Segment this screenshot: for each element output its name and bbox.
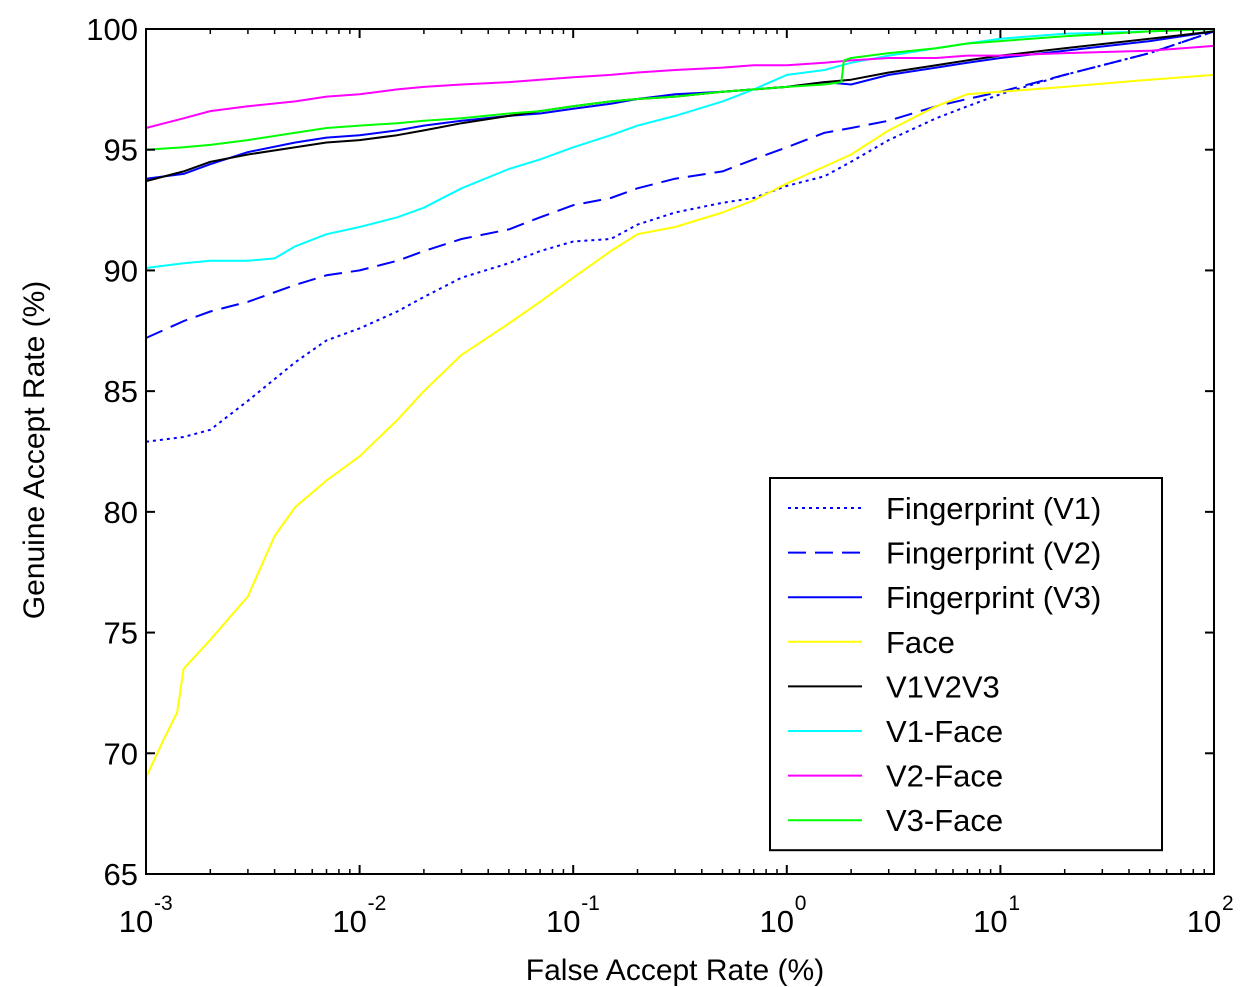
x-tick-label: 10 [546, 904, 580, 939]
series-line-2 [145, 30, 1215, 339]
legend-label: Fingerprint (V1) [886, 491, 1101, 526]
y-tick-labels: 65 70 75 80 85 90 95 100 [86, 12, 138, 892]
series-line-3 [145, 30, 1215, 180]
y-tick-label: 100 [86, 12, 138, 47]
legend-label: Fingerprint (V2) [886, 536, 1101, 571]
x-tick-exponent: -2 [368, 892, 387, 915]
legend-label: V2-Face [886, 759, 1003, 794]
x-tick-exponent: 2 [1222, 892, 1234, 915]
series-line-1 [145, 30, 1215, 443]
legend-label: V1-Face [886, 714, 1003, 749]
legend: Fingerprint (V1) Fingerprint (V2) Fingerpr… [769, 477, 1163, 852]
x-tick-exponent: 1 [1008, 892, 1020, 915]
x-tick-label: 10 [760, 904, 794, 939]
series-line-4 [145, 73, 1215, 778]
x-tick-label: 10 [332, 904, 366, 939]
legend-label: V1V2V3 [886, 669, 1000, 704]
legend-label: Fingerprint (V3) [886, 580, 1101, 615]
axis-ticks [145, 28, 1215, 875]
y-tick-label: 95 [104, 133, 138, 168]
x-tick-label: 10 [1187, 904, 1221, 939]
plot-lines [145, 28, 1215, 778]
series-line-7 [145, 44, 1215, 129]
x-tick-label: 10 [119, 904, 153, 939]
x-tick-exponent: 0 [795, 892, 807, 915]
y-tick-label: 90 [104, 253, 138, 288]
x-tick-exponent: -1 [581, 892, 600, 915]
y-tick-label: 70 [104, 736, 138, 771]
y-tick-label: 65 [104, 857, 138, 892]
legend-label: Face [886, 625, 955, 660]
x-axis-label: False Accept Rate (%) [526, 954, 824, 987]
x-tick-exponent: -3 [154, 892, 173, 915]
axes-box [145, 28, 1215, 875]
x-tick-label: 10 [973, 904, 1007, 939]
legend-label: V3-Face [886, 803, 1003, 838]
y-tick-label: 75 [104, 616, 138, 651]
y-axis-label: Genuine Accept Rate (%) [18, 281, 51, 620]
y-tick-label: 85 [104, 374, 138, 409]
legend-box [769, 477, 1163, 852]
series-line-8 [145, 28, 1215, 151]
y-tick-label: 80 [104, 495, 138, 530]
